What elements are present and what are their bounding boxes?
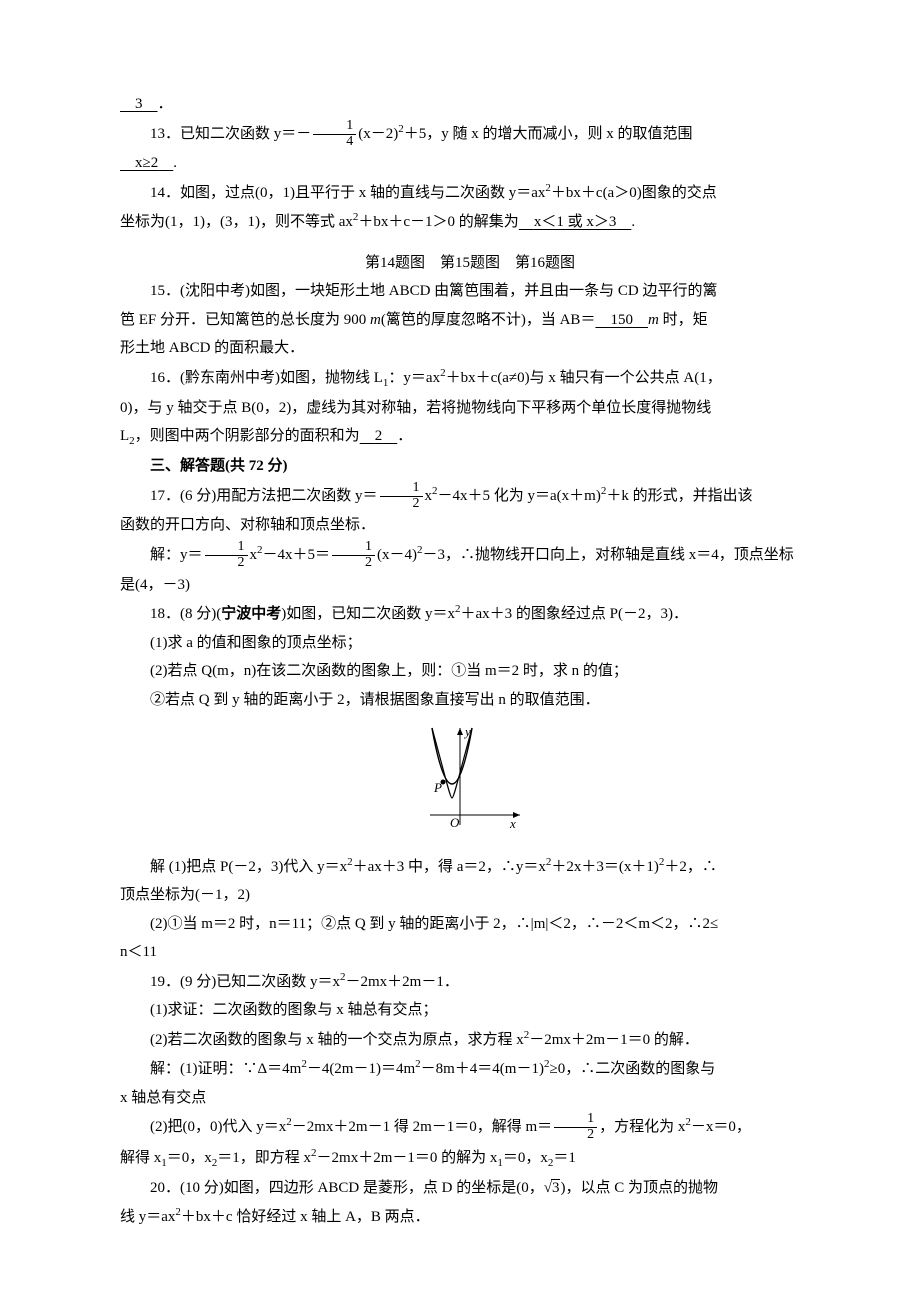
- section-3-heading: 三、解答题(共 72 分): [120, 452, 820, 481]
- q15-line1: 15．(沈阳中考)如图，一块矩形土地 ABCD 由篱笆围着，并且由一条与 CD …: [120, 277, 820, 306]
- q18-line3: (2)若点 Q(m，n)在该二次函数的图象上，则：①当 m＝2 时，求 n 的值…: [120, 657, 820, 686]
- q17-line2: 函数的开口方向、对称轴和顶点坐标．: [120, 511, 820, 540]
- q19-line3: (2)若二次函数的图象与 x 轴的一个交点为原点，求方程 x2－2mx＋2m－1…: [120, 1025, 820, 1055]
- q13: 13．已知二次函数 y＝－14(x－2)2＋5，y 随 x 的增大而减小，则 x…: [120, 119, 820, 150]
- q18-line4: ②若点 Q 到 y 轴的距离小于 2，请根据图象直接写出 n 的取值范围．: [120, 686, 820, 715]
- q16-line3: L2，则图中两个阴影部分的面积和为 2 ．: [120, 422, 820, 452]
- q16-line2: 0)，与 y 轴交于点 B(0，2)，虚线为其对称轴，若将抛物线向下平移两个单位…: [120, 394, 820, 423]
- q19-sol1: 解：(1)证明：∵Δ＝4m2－4(2m－1)＝4m2－8m＋4＝4(m－1)2≥…: [120, 1054, 820, 1084]
- q18-line2: (1)求 a 的值和图象的顶点坐标；: [120, 629, 820, 658]
- svg-text:O: O: [450, 815, 460, 830]
- q15-line3: 形土地 ABCD 的面积最大．: [120, 334, 820, 363]
- q19-sol1-line2: x 轴总有交点: [120, 1084, 820, 1113]
- q18-sol2-line2: n＜11: [120, 938, 820, 967]
- q18-line1: 18．(8 分)(宁波中考)如图，已知二次函数 y＝x2＋ax＋3 的图象经过点…: [120, 599, 820, 629]
- svg-text:x: x: [509, 816, 516, 831]
- svg-text:y: y: [463, 724, 471, 739]
- q20-line1: 20．(10 分)如图，四边形 ABCD 是菱形，点 D 的坐标是(0，√3)，…: [120, 1174, 820, 1203]
- q19-sol2: (2)把(0，0)代入 y＝x2－2mx＋2m－1 得 2m－1＝0，解得 m＝…: [120, 1112, 820, 1143]
- q18-sol1-line2: 顶点坐标为(－1，2): [120, 881, 820, 910]
- q13-answer-line: x≥2 .: [120, 149, 820, 178]
- q19-line1: 19．(9 分)已知二次函数 y＝x2－2mx＋2m－1．: [120, 967, 820, 997]
- q14-line2: 坐标为(1，1)，(3，1)，则不等式 ax2＋bx＋c－1＞0 的解集为 x＜…: [120, 207, 820, 237]
- q20-line2: 线 y＝ax2＋bx＋c 恰好经过 x 轴上 A，B 两点．: [120, 1202, 820, 1232]
- svg-text:P: P: [433, 780, 442, 795]
- figure-caption: 第14题图 第15题图 第16题图: [120, 249, 820, 278]
- q17-solution: 解：y＝12x2－4x＋5＝12(x－4)2－3，∴抛物线开口向上，对称轴是直线…: [120, 540, 820, 571]
- q14-line1: 14．如图，过点(0，1)且平行于 x 轴的直线与二次函数 y＝ax2＋bx＋c…: [120, 178, 820, 208]
- q18-sol1: 解 (1)把点 P(－2，3)代入 y＝x2＋ax＋3 中，得 a＝2，∴y＝x…: [120, 852, 820, 882]
- q18-sol2-line1: (2)①当 m＝2 时，n＝11；②点 Q 到 y 轴的距离小于 2，∴|m|＜…: [120, 910, 820, 939]
- q12-answer: 3 ．: [120, 90, 820, 119]
- q19-line2: (1)求证：二次函数的图象与 x 轴总有交点；: [120, 996, 820, 1025]
- q15-line2: 笆 EF 分开．已知篱笆的总长度为 900 m(篱笆的厚度忽略不计)，当 AB＝…: [120, 306, 820, 335]
- q17-line1: 17．(6 分)用配方法把二次函数 y＝12x2－4x＋5 化为 y＝a(x＋m…: [120, 481, 820, 512]
- q18-diagram: P O x y: [120, 720, 820, 846]
- q19-sol2-line2: 解得 x1＝0，x2＝1，即方程 x2－2mx＋2m－1＝0 的解为 x1＝0，…: [120, 1143, 820, 1174]
- q17-solution-line2: 是(4，－3): [120, 571, 820, 600]
- q16-line1: 16．(黔东南州中考)如图，抛物线 L1：y＝ax2＋bx＋c(a≠0)与 x …: [120, 363, 820, 394]
